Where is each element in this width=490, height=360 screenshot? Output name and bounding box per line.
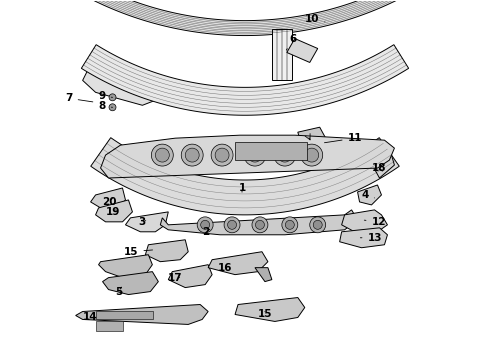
Polygon shape (81, 45, 409, 115)
Circle shape (227, 220, 237, 229)
Circle shape (197, 217, 213, 233)
Text: 8: 8 (98, 101, 113, 111)
Circle shape (255, 220, 265, 229)
Text: 6: 6 (286, 33, 297, 50)
Circle shape (185, 148, 199, 162)
Polygon shape (98, 255, 152, 278)
Circle shape (313, 220, 322, 229)
Circle shape (282, 217, 298, 233)
Circle shape (155, 148, 169, 162)
Polygon shape (287, 39, 318, 62)
Polygon shape (340, 228, 388, 248)
Circle shape (109, 94, 116, 101)
Text: 2: 2 (202, 227, 210, 237)
Text: 20: 20 (102, 197, 117, 207)
Polygon shape (102, 272, 158, 294)
Polygon shape (96, 200, 132, 222)
Polygon shape (100, 135, 394, 178)
Circle shape (310, 217, 326, 233)
Text: 4: 4 (362, 190, 374, 200)
Text: 7: 7 (65, 93, 93, 103)
Circle shape (285, 220, 294, 229)
Circle shape (201, 220, 210, 229)
Bar (96, 321, 123, 332)
Bar (272, 28, 292, 80)
Text: 17: 17 (168, 273, 183, 283)
Circle shape (248, 148, 262, 162)
Circle shape (181, 144, 203, 166)
Circle shape (301, 144, 323, 166)
Circle shape (211, 144, 233, 166)
Text: 9: 9 (98, 91, 113, 101)
Circle shape (244, 144, 266, 166)
Polygon shape (298, 127, 326, 148)
Bar (235, 142, 307, 160)
Polygon shape (235, 298, 305, 321)
Text: 15: 15 (258, 310, 272, 319)
Circle shape (224, 217, 240, 233)
Polygon shape (255, 268, 272, 282)
Polygon shape (358, 185, 382, 205)
Polygon shape (75, 305, 208, 324)
Polygon shape (89, 0, 401, 36)
Polygon shape (91, 138, 399, 215)
Polygon shape (146, 240, 188, 262)
Polygon shape (208, 252, 268, 275)
Text: 12: 12 (364, 217, 386, 227)
Polygon shape (342, 210, 388, 232)
Text: 10: 10 (305, 14, 325, 24)
Polygon shape (83, 60, 160, 105)
Circle shape (109, 104, 116, 111)
Bar (96, 311, 153, 319)
Polygon shape (125, 212, 168, 232)
Polygon shape (91, 188, 125, 208)
Circle shape (274, 144, 296, 166)
Text: 18: 18 (371, 163, 386, 173)
Circle shape (215, 148, 229, 162)
Text: 19: 19 (105, 207, 120, 217)
Text: 15: 15 (124, 247, 152, 257)
Text: 13: 13 (360, 233, 382, 243)
Circle shape (278, 148, 292, 162)
Text: 14: 14 (83, 312, 97, 323)
Polygon shape (168, 265, 212, 288)
Text: 5: 5 (116, 287, 123, 297)
Circle shape (151, 144, 173, 166)
Text: 3: 3 (138, 217, 146, 227)
Text: 1: 1 (239, 183, 245, 193)
Polygon shape (160, 210, 358, 235)
Polygon shape (369, 148, 394, 178)
Text: 11: 11 (324, 133, 362, 143)
Circle shape (252, 217, 268, 233)
Text: 16: 16 (218, 263, 233, 273)
Circle shape (305, 148, 318, 162)
